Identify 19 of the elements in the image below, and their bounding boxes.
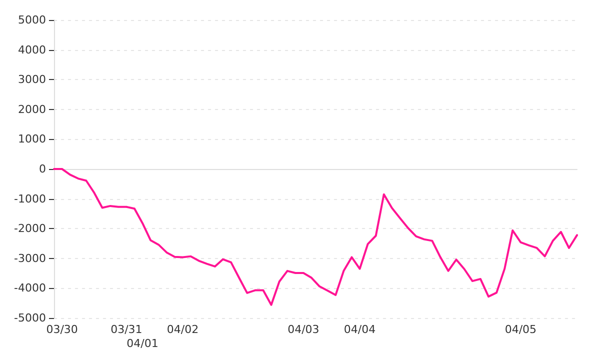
y-tick-label: 0 bbox=[39, 162, 46, 176]
y-tick-label: 3000 bbox=[18, 73, 46, 86]
x-tick-label: 04/01 bbox=[126, 337, 158, 350]
x-tick-label: 03/30 bbox=[46, 323, 78, 336]
y-tick-label: 5000 bbox=[18, 14, 46, 26]
y-tick-label: -5000 bbox=[14, 312, 46, 324]
y-tick-label: -3000 bbox=[14, 252, 46, 265]
y-tick-label: 2000 bbox=[18, 102, 46, 116]
x-tick-label: 04/05 bbox=[504, 323, 537, 336]
line-series bbox=[53, 168, 578, 306]
y-tick-label: 1000 bbox=[18, 132, 46, 146]
y-tick-label: -2000 bbox=[14, 222, 46, 236]
x-tick-label: 04/03 bbox=[288, 323, 320, 336]
y-tick-label: -4000 bbox=[14, 282, 46, 295]
y-tick-label: -1000 bbox=[14, 192, 46, 206]
x-tick-label: 04/02 bbox=[166, 323, 199, 336]
x-tick-label: 04/04 bbox=[344, 323, 376, 336]
y-tick-label: 4000 bbox=[18, 43, 46, 56]
x-tick-label: 03/31 bbox=[110, 323, 142, 336]
